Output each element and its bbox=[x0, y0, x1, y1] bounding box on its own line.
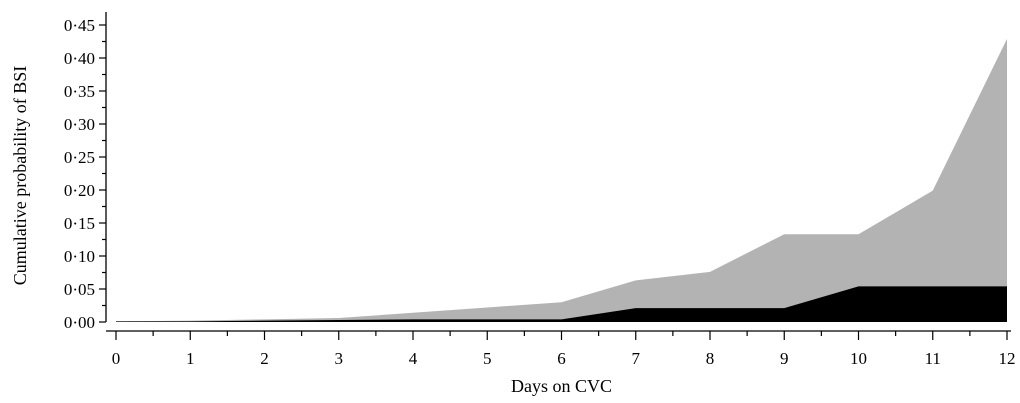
y-tick-label: 0·40 bbox=[64, 49, 95, 68]
area-series-group bbox=[116, 38, 1007, 323]
x-axis-ticks: 0 1 2 3 4 5 6 7 8 9 10 11 12 bbox=[112, 331, 1016, 368]
x-tick-label: 4 bbox=[409, 349, 418, 368]
x-tick-label: 2 bbox=[260, 349, 269, 368]
y-tick-label: 0·15 bbox=[64, 214, 95, 233]
y-tick-label: 0·20 bbox=[64, 181, 95, 200]
x-tick-label: 7 bbox=[632, 349, 641, 368]
x-axis-title: Days on CVC bbox=[511, 376, 612, 396]
area-series-2 bbox=[116, 286, 1007, 322]
x-tick-label: 10 bbox=[850, 349, 867, 368]
x-tick-label: 3 bbox=[335, 349, 344, 368]
x-tick-label: 0 bbox=[112, 349, 121, 368]
y-tick-label: 0·10 bbox=[64, 247, 95, 266]
y-tick-label: 0·35 bbox=[64, 82, 95, 101]
x-tick-label: 1 bbox=[186, 349, 195, 368]
x-tick-label: 6 bbox=[557, 349, 566, 368]
x-tick-label: 8 bbox=[706, 349, 715, 368]
y-axis-ticks: 0·00 0·05 0·10 0·15 0·20 0·25 0·30 0·35 0·40 0·45 bbox=[64, 16, 106, 332]
y-tick-label: 0·25 bbox=[64, 148, 95, 167]
y-tick-label: 0·45 bbox=[64, 16, 95, 35]
y-tick-label: 0·00 bbox=[64, 313, 95, 332]
x-tick-label: 11 bbox=[925, 349, 941, 368]
area-series-1 bbox=[116, 38, 1007, 323]
axes bbox=[105, 12, 1011, 332]
x-tick-label: 9 bbox=[780, 349, 789, 368]
y-tick-label: 0·30 bbox=[64, 115, 95, 134]
x-tick-label: 12 bbox=[999, 349, 1016, 368]
y-axis-title: Cumulative probability of BSI bbox=[10, 66, 30, 285]
x-tick-label: 5 bbox=[483, 349, 492, 368]
y-tick-label: 0·05 bbox=[64, 280, 95, 299]
